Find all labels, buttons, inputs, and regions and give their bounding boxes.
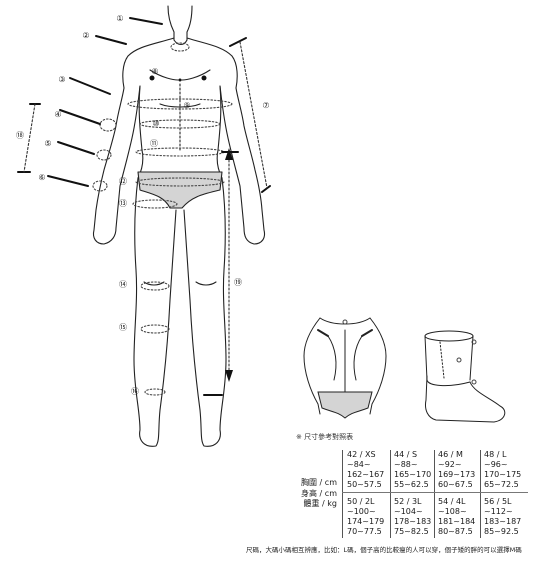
body-figure xyxy=(92,5,266,447)
size-advice-footer: 尺碼，大碼小碼相互辨應，比如：L碼，個子高的比較瘦的人可以穿，個子矮的胖的可以選… xyxy=(246,546,522,554)
size-label: 50 / 2L xyxy=(347,497,375,506)
weight-value: 70~77.5 xyxy=(347,527,382,536)
chest-value: ~104~ xyxy=(394,507,423,516)
chest-value: ~100~ xyxy=(347,507,376,516)
marker-12: ⑫ xyxy=(119,177,127,186)
marker-16: ⑯ xyxy=(131,387,139,396)
height-value: 174~179 xyxy=(347,517,385,526)
marker-18: ⑱ xyxy=(16,131,24,140)
chest-value: ~84~ xyxy=(347,460,371,469)
row-label-chest: 胸圍 / cm xyxy=(301,478,337,487)
marker-7: ⑦ xyxy=(262,101,269,110)
marker-10: ⑩ xyxy=(152,119,159,128)
size-label: 52 / 3L xyxy=(394,497,422,506)
height-value: 178~183 xyxy=(394,517,432,526)
back-view xyxy=(303,317,387,419)
marker-3: ③ xyxy=(58,75,65,84)
size-label: 46 / M xyxy=(438,450,463,459)
marker-19: ⑲ xyxy=(234,278,242,287)
size-label: 42 / XS xyxy=(347,450,376,459)
shorts-shape xyxy=(137,171,223,209)
col-divider xyxy=(480,450,481,538)
height-value: 165~170 xyxy=(394,470,432,479)
marker-2: ② xyxy=(82,31,89,40)
height-value: 162~167 xyxy=(347,470,385,479)
chest-value: ~112~ xyxy=(484,507,513,516)
size-label: 54 / 4L xyxy=(438,497,466,506)
marker-5: ⑤ xyxy=(44,139,51,148)
size-label: 48 / L xyxy=(484,450,507,459)
marker-1: ① xyxy=(116,14,123,23)
col-divider xyxy=(342,450,343,538)
chest-value: ~88~ xyxy=(394,460,418,469)
marker-9: ⑨ xyxy=(183,101,190,110)
marker-14: ⑭ xyxy=(119,280,127,289)
marker-6: ⑥ xyxy=(38,173,45,182)
size-cell: 54 / 4L ~108~ 181~184 80~87.5 xyxy=(438,497,475,537)
chest-value: ~108~ xyxy=(438,507,467,516)
row-label-height: 身高 / cm xyxy=(301,488,337,498)
size-cell: 46 / M ~92~ 169~173 60~67.5 xyxy=(438,450,475,490)
row-labels: 胸圍 / cm 身高 / cm 體重 / kg xyxy=(297,478,337,510)
size-cell: 44 / S ~88~ 165~170 55~62.5 xyxy=(394,450,431,490)
size-label: 44 / S xyxy=(394,450,418,459)
weight-value: 85~92.5 xyxy=(484,527,519,536)
weight-value: 65~72.5 xyxy=(484,480,519,489)
weight-value: 55~62.5 xyxy=(394,480,429,489)
leg-view xyxy=(424,330,506,423)
size-label: 56 / 5L xyxy=(484,497,512,506)
size-cell: 42 / XS ~84~ 162~167 50~57.5 xyxy=(347,450,384,490)
marker-4: ④ xyxy=(54,110,61,119)
chest-value: ~92~ xyxy=(438,460,462,469)
chest-value: ~96~ xyxy=(484,460,508,469)
marker-11: ⑪ xyxy=(150,139,158,148)
height-value: 183~187 xyxy=(484,517,522,526)
size-cell: 48 / L ~96~ 170~175 65~72.5 xyxy=(484,450,521,490)
row-label-weight: 體重 / kg xyxy=(303,499,338,508)
marker-8: ⑧ xyxy=(151,67,158,76)
marker-15: ⑮ xyxy=(119,323,127,332)
weight-value: 80~87.5 xyxy=(438,527,473,536)
size-cell: 52 / 3L ~104~ 178~183 75~82.5 xyxy=(394,497,431,537)
size-cell: 50 / 2L ~100~ 174~179 70~77.5 xyxy=(347,497,384,537)
marker-13: ⑬ xyxy=(119,199,127,208)
height-value: 181~184 xyxy=(438,517,476,526)
height-value: 170~175 xyxy=(484,470,522,479)
col-divider xyxy=(434,450,435,538)
height-value: 169~173 xyxy=(438,470,476,479)
weight-value: 75~82.5 xyxy=(394,527,429,536)
col-divider xyxy=(390,450,391,538)
weight-value: 50~57.5 xyxy=(347,480,382,489)
weight-value: 60~67.5 xyxy=(438,480,473,489)
size-cell: 56 / 5L ~112~ 183~187 85~92.5 xyxy=(484,497,521,537)
row-divider xyxy=(342,492,528,493)
reference-note: ※ 尺寸參考對照表 xyxy=(296,433,354,441)
